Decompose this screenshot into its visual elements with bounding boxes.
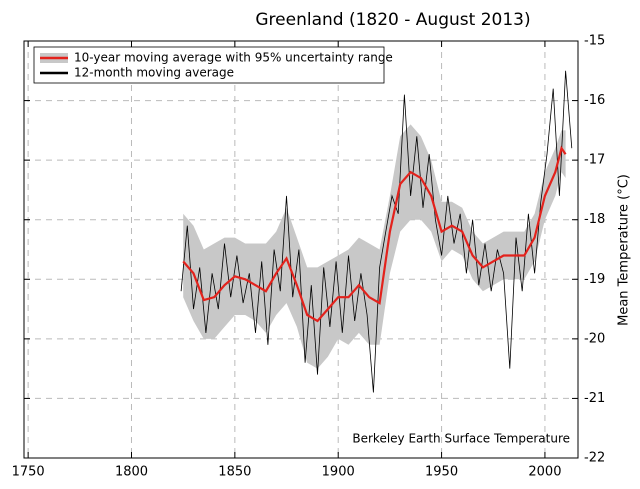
x-tick-label: 1850 [218, 465, 251, 480]
y-tick-label: -20 [584, 331, 605, 346]
y-tick-label: -22 [584, 451, 605, 466]
x-tick-label: 2000 [528, 465, 561, 480]
x-tick-label: 1750 [12, 465, 45, 480]
x-tick-label: 1800 [115, 465, 148, 480]
legend-label: 12-month moving average [74, 66, 234, 80]
x-tick-label: 1950 [425, 465, 458, 480]
y-tick-label: -21 [584, 391, 605, 406]
chart-title: Greenland (1820 - August 2013) [255, 10, 530, 30]
y-axis-label: Mean Temperature (°C) [617, 174, 632, 326]
plot-frame [23, 40, 579, 459]
uncertainty-band [183, 124, 566, 369]
y-tick-label: -15 [584, 34, 605, 49]
y-tick-label: -16 [584, 93, 605, 108]
legend-label: 10-year moving average with 95% uncertai… [74, 51, 393, 65]
y-tick-label: -18 [584, 212, 605, 227]
y-tick-label: -19 [584, 272, 605, 287]
x-tick-label: 1900 [322, 465, 355, 480]
annotation: Berkeley Earth Surface Temperature [352, 432, 570, 446]
series-line [180, 70, 573, 393]
series-line [182, 145, 567, 323]
legend-box [33, 46, 385, 84]
y-tick-label: -17 [584, 153, 605, 168]
